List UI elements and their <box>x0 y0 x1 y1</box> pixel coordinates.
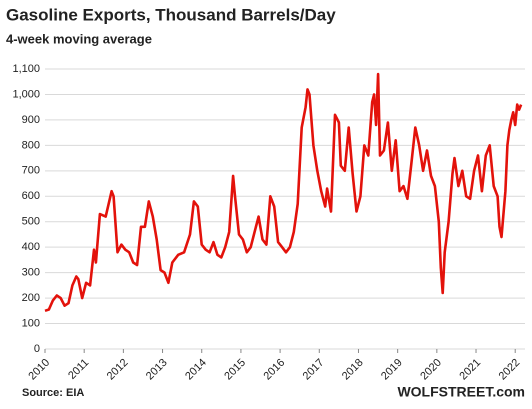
x-tick-label: 2020 <box>418 357 444 383</box>
x-tick-label: 2019 <box>379 357 405 383</box>
y-tick-label: 100 <box>22 317 40 329</box>
y-tick-label: 900 <box>22 114 40 126</box>
x-tick-label: 2013 <box>144 357 170 383</box>
chart-subtitle: 4-week moving average <box>6 31 152 46</box>
y-tick-label: 800 <box>22 139 40 151</box>
x-tick-label: 2010 <box>26 357 52 383</box>
data-line <box>44 72 523 313</box>
y-tick-label: 0 <box>34 343 40 355</box>
x-tick-label: 2021 <box>457 357 483 383</box>
x-tick-label: 2022 <box>497 357 523 383</box>
x-tick-label: 2014 <box>183 357 209 383</box>
y-tick-label: 400 <box>22 241 40 253</box>
y-tick-label: 1,100 <box>12 63 40 75</box>
y-tick-label: 200 <box>22 292 40 304</box>
x-tick-label: 2018 <box>340 357 366 383</box>
y-tick-label: 1,000 <box>12 88 40 100</box>
x-tick-label: 2012 <box>105 357 131 383</box>
x-tick-label: 2011 <box>66 357 91 382</box>
y-tick-label: 500 <box>22 216 40 228</box>
y-tick-label: 300 <box>22 267 40 279</box>
chart-title: Gasoline Exports, Thousand Barrels/Day <box>6 5 336 24</box>
y-tick-label: 600 <box>22 190 40 202</box>
y-tick-label: 700 <box>22 165 40 177</box>
x-tick-label: 2016 <box>261 357 287 383</box>
x-tick-label: 2015 <box>222 357 248 383</box>
source: Source: EIA <box>22 387 84 399</box>
credit: WOLFSTREET.com <box>397 384 525 400</box>
x-tick-label: 2017 <box>301 357 327 383</box>
